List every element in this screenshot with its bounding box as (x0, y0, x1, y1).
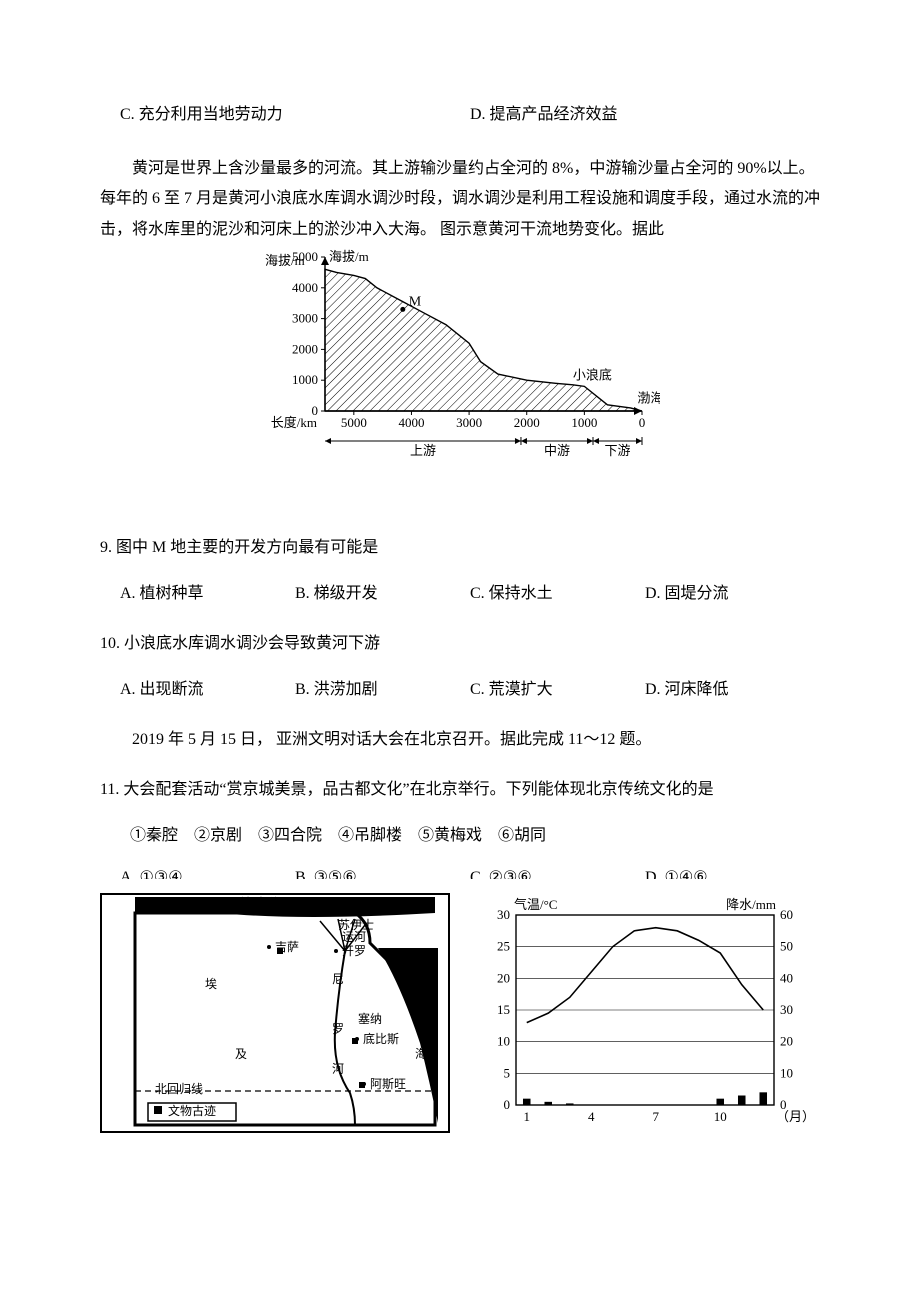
q9-option-a: A. 植树种草 (120, 579, 295, 603)
q11-sub-items: ①秦腔 ②京剧 ③四合院 ④吊脚楼 ⑤黄梅戏 ⑥胡同 (130, 821, 820, 845)
svg-text:红: 红 (408, 986, 420, 1001)
svg-text:埃: 埃 (205, 977, 217, 991)
q11-option-b: B. ③⑤⑥ (295, 867, 470, 879)
svg-text:2000: 2000 (514, 415, 540, 430)
svg-text:1000: 1000 (571, 415, 597, 430)
svg-text:（月）: （月） (776, 1109, 815, 1124)
svg-text:3000: 3000 (456, 415, 482, 430)
svg-text:气温/°C: 气温/°C (514, 897, 557, 912)
svg-text:小浪底: 小浪底 (573, 367, 612, 382)
q10-option-a: A. 出现断流 (120, 675, 295, 699)
svg-text:0: 0 (639, 415, 646, 430)
svg-text:60: 60 (780, 907, 793, 922)
svg-text:0: 0 (504, 1097, 511, 1112)
svg-text:河: 河 (332, 1062, 344, 1076)
prev-question-options-cd: C. 充分利用当地劳动力 D. 提高产品经济效益 (120, 100, 820, 124)
svg-text:及: 及 (235, 1047, 247, 1061)
svg-text:20: 20 (497, 971, 510, 986)
svg-text:1000: 1000 (292, 372, 318, 387)
svg-text:罗: 罗 (332, 1022, 344, 1036)
svg-text:5: 5 (504, 1066, 511, 1081)
egypt-climograph: 0510152025300102030405060气温/°C降水/mm14710… (470, 893, 820, 1138)
svg-text:阿斯旺: 阿斯旺 (370, 1077, 406, 1091)
svg-text:50: 50 (780, 939, 793, 954)
svg-text:上游: 上游 (410, 443, 436, 458)
egypt-figures-row: 地 中 海苏伊士运河开罗吉萨尼罗河埃及底比斯阿斯旺塞纳红海北回归线文物古迹 05… (100, 893, 820, 1138)
svg-text:30: 30 (780, 1002, 793, 1017)
q9-option-b: B. 梯级开发 (295, 579, 470, 603)
svg-text:20: 20 (780, 1034, 793, 1049)
q9-option-d: D. 固堤分流 (645, 579, 820, 603)
svg-text:中游: 中游 (544, 443, 570, 458)
svg-text:海: 海 (415, 1046, 427, 1061)
svg-text:地 中 海: 地 中 海 (240, 895, 282, 910)
q11-options: A. ①③④ B. ③⑤⑥ C. ②③⑥ D. ①④⑥ (120, 867, 820, 879)
option-c: C. 充分利用当地劳动力 (120, 100, 442, 124)
svg-text:10: 10 (497, 1034, 510, 1049)
q9-option-c: C. 保持水土 (470, 579, 645, 603)
svg-text:1: 1 (524, 1109, 531, 1124)
svg-text:长度/km: 长度/km (271, 415, 317, 430)
svg-text:3000: 3000 (292, 311, 318, 326)
egypt-map: 地 中 海苏伊士运河开罗吉萨尼罗河埃及底比斯阿斯旺塞纳红海北回归线文物古迹 (100, 893, 450, 1138)
option-d: D. 提高产品经济效益 (470, 100, 792, 124)
svg-text:下游: 下游 (604, 443, 630, 458)
q10-option-b: B. 洪涝加剧 (295, 675, 470, 699)
svg-text:15: 15 (497, 1002, 510, 1017)
svg-text:开罗: 开罗 (342, 944, 366, 958)
passage-asia-dialogues: 2019 年 5 月 15 日， 亚洲文明对话大会在北京召开。据此完成 11～1… (100, 725, 820, 749)
svg-text:尼: 尼 (332, 972, 344, 986)
q11-option-a: A. ①③④ (120, 867, 295, 879)
q11-option-d: D. ①④⑥ (645, 867, 820, 879)
svg-text:底比斯: 底比斯 (363, 1031, 399, 1046)
svg-text:4000: 4000 (398, 415, 424, 430)
q10-options: A. 出现断流 B. 洪涝加剧 C. 荒漠扩大 D. 河床降低 (120, 675, 820, 699)
q9-stem: 9. 图中 M 地主要的开发方向最有可能是 (100, 533, 820, 557)
q10-stem: 10. 小浪底水库调水调沙会导致黄河下游 (100, 629, 820, 653)
svg-text:40: 40 (780, 971, 793, 986)
svg-text:北回归线: 北回归线 (155, 1082, 203, 1096)
svg-text:7: 7 (653, 1109, 660, 1124)
svg-text:海拔/m: 海拔/m (265, 253, 305, 268)
q11-stem: 11. 大会配套活动“赏京城美景，品古都文化”在北京举行。下列能体现北京传统文化… (100, 775, 820, 799)
svg-text:M: M (409, 295, 422, 310)
svg-text:4: 4 (588, 1109, 595, 1124)
svg-text:渤海: 渤海 (637, 391, 660, 406)
svg-text:运河: 运河 (342, 930, 366, 944)
svg-text:10: 10 (780, 1066, 793, 1081)
passage-yellow-river: 黄河是世界上含沙量最多的河流。其上游输沙量约占全河的 8%，中游输沙量占全河的 … (100, 154, 820, 245)
svg-text:4000: 4000 (292, 280, 318, 295)
svg-text:文物古迹: 文物古迹 (168, 1103, 216, 1118)
svg-text:10: 10 (714, 1109, 727, 1124)
q10-option-d: D. 河床降低 (645, 675, 820, 699)
q9-options: A. 植树种草 B. 梯级开发 C. 保持水土 D. 固堤分流 (120, 579, 820, 603)
svg-text:海拔/m: 海拔/m (329, 249, 369, 264)
q10-option-c: C. 荒漠扩大 (470, 675, 645, 699)
svg-text:塞纳: 塞纳 (358, 1011, 382, 1026)
svg-text:2000: 2000 (292, 342, 318, 357)
yellow-river-profile-chart: 010002000300040005000海拔/m海拔/m50004000300… (100, 249, 820, 459)
svg-text:25: 25 (497, 939, 510, 954)
svg-text:30: 30 (497, 907, 510, 922)
q11-option-c: C. ②③⑥ (470, 867, 645, 879)
svg-text:降水/mm: 降水/mm (726, 897, 776, 912)
svg-text:5000: 5000 (341, 415, 367, 430)
